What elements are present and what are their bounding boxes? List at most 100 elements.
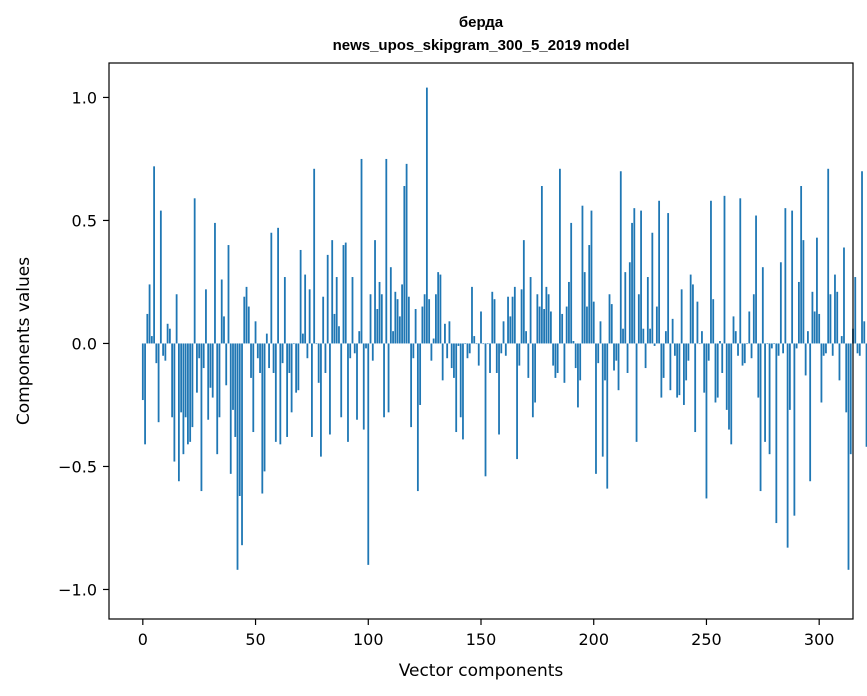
bar-82 xyxy=(326,254,329,344)
bar-87 xyxy=(338,326,340,344)
bar-251 xyxy=(707,343,710,361)
bar-224 xyxy=(646,277,649,344)
bar-123 xyxy=(419,343,422,405)
bar-279 xyxy=(770,343,773,349)
bar-76 xyxy=(313,168,316,344)
bar-208 xyxy=(610,304,613,344)
bar-232 xyxy=(664,331,667,344)
bar-280 xyxy=(773,343,775,345)
bar-299 xyxy=(816,237,818,344)
bar-244 xyxy=(692,284,694,344)
bar-205 xyxy=(604,343,606,381)
bar-158 xyxy=(498,343,500,435)
y-tick-label: −1.0 xyxy=(58,580,97,599)
bar-231 xyxy=(662,343,665,378)
bar-229 xyxy=(658,200,661,344)
bar-22 xyxy=(191,343,194,428)
bar-167 xyxy=(518,343,521,366)
bar-189 xyxy=(568,281,570,344)
bar-286 xyxy=(786,343,789,548)
plot-frame xyxy=(108,62,854,620)
bar-226 xyxy=(651,232,654,344)
bar-97 xyxy=(360,158,363,344)
bar-153 xyxy=(486,343,489,345)
bar-183 xyxy=(554,343,557,378)
bar-257 xyxy=(721,343,724,373)
bar-317 xyxy=(856,343,859,354)
bar-16 xyxy=(177,343,180,482)
bar-66 xyxy=(290,343,293,413)
bar-75 xyxy=(311,343,313,437)
bar-109 xyxy=(387,343,390,413)
bar-19 xyxy=(184,343,187,418)
bar-288 xyxy=(791,210,794,344)
bar-93 xyxy=(351,277,354,344)
bar-182 xyxy=(552,343,555,366)
bar-228 xyxy=(655,306,658,344)
bar-32 xyxy=(214,222,216,344)
bar-45 xyxy=(243,296,246,344)
bar-56 xyxy=(268,343,270,369)
bar-101 xyxy=(369,294,372,344)
bar-235 xyxy=(671,318,674,344)
bar-170 xyxy=(525,331,527,344)
bar-72 xyxy=(304,274,307,344)
bar-295 xyxy=(807,331,809,344)
bar-196 xyxy=(583,272,586,344)
bar-250 xyxy=(705,343,708,499)
bar-248 xyxy=(701,331,703,344)
bar-144 xyxy=(466,343,469,359)
bar-34 xyxy=(218,343,221,418)
x-tick-label: 200 xyxy=(578,630,609,649)
y-tick-label: 0.0 xyxy=(72,334,97,353)
bar-225 xyxy=(649,328,651,344)
bar-192 xyxy=(574,343,577,369)
bar-73 xyxy=(306,343,309,359)
bar-70 xyxy=(299,249,302,344)
bar-85 xyxy=(333,313,336,344)
bar-246 xyxy=(696,301,699,344)
bar-67 xyxy=(292,343,295,345)
bar-242 xyxy=(687,343,690,361)
bar-166 xyxy=(516,343,518,460)
bar-52 xyxy=(259,343,261,373)
bar-172 xyxy=(529,277,532,344)
bar-245 xyxy=(694,343,697,433)
bar-116 xyxy=(403,186,406,344)
bar-163 xyxy=(509,316,512,344)
bar-266 xyxy=(741,343,744,366)
bar-31 xyxy=(211,343,214,398)
bar-60 xyxy=(277,227,279,344)
bar-214 xyxy=(624,272,627,344)
bar-11 xyxy=(166,323,169,344)
bar-137 xyxy=(450,343,453,369)
bar-24 xyxy=(196,343,198,393)
bar-313 xyxy=(847,343,850,570)
bar-193 xyxy=(577,343,579,408)
bar-283 xyxy=(779,262,782,344)
bar-309 xyxy=(838,343,841,381)
bar-276 xyxy=(764,343,766,442)
bar-99 xyxy=(365,343,367,349)
y-tick-label: −0.5 xyxy=(58,457,97,476)
bar-135 xyxy=(446,343,449,359)
bar-178 xyxy=(543,309,546,344)
bar-149 xyxy=(477,343,480,366)
bar-69 xyxy=(297,343,300,391)
bar-36 xyxy=(223,316,225,344)
bar-10 xyxy=(164,343,167,361)
bar-162 xyxy=(507,296,509,344)
bar-198 xyxy=(588,245,591,344)
bar-273 xyxy=(757,343,760,398)
bar-294 xyxy=(804,343,807,376)
bar-297 xyxy=(811,291,814,344)
bar-125 xyxy=(423,294,426,344)
x-tick-label: 150 xyxy=(466,630,497,649)
bar-243 xyxy=(689,274,692,344)
bar-98 xyxy=(362,343,365,430)
bar-270 xyxy=(750,343,753,359)
bar-298 xyxy=(813,311,816,344)
bar-258 xyxy=(723,195,726,344)
bar-306 xyxy=(831,343,834,356)
